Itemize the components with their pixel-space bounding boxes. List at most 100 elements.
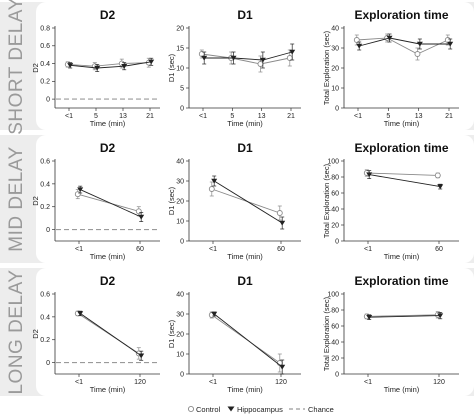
data-point [67, 63, 74, 68]
y-tick-label: 5 [180, 85, 184, 92]
data-point [77, 311, 84, 317]
y-axis-label: Total Exploration (sec) [322, 163, 331, 238]
x-axis-label: Time (min) [227, 252, 263, 261]
series-hippocampus [77, 310, 145, 361]
row-mid-delay: MID DELAY D2 0 0.2 0.4 0.6 <1 60 Time (min) D2 D1 0… [0, 135, 474, 263]
data-point [259, 57, 266, 63]
y-tick-label: 20 [331, 355, 339, 362]
x-tick-label: 13 [119, 113, 127, 120]
series-line [356, 37, 448, 55]
data-point [414, 51, 421, 57]
data-point [230, 55, 237, 61]
y-axis-label: D2 [31, 196, 40, 206]
y-tick-label: 10 [331, 85, 339, 92]
x-tick-label: 5 [94, 113, 98, 120]
y-axis-label: Total Exploration (sec) [322, 296, 331, 371]
data-point [257, 61, 264, 67]
data-point [434, 172, 441, 179]
y-tick-label: 0.2 [40, 337, 50, 344]
y-tick-label: 40 [176, 291, 184, 298]
x-tick-label: 21 [445, 113, 453, 120]
panel-3: Exploration time 0 20 40 60 80 100 <1 120 Time (m… [322, 274, 459, 394]
row-panel-area [36, 268, 474, 396]
series-line [213, 180, 283, 224]
x-axis-label: Time (min) [384, 385, 420, 394]
series-line [366, 314, 438, 317]
y-tick-label: 100 [327, 291, 339, 298]
y-tick-label: 30 [176, 178, 184, 185]
series-line [359, 37, 451, 47]
series-line [369, 174, 441, 188]
y-tick-label: 0.6 [40, 158, 50, 165]
data-point [138, 214, 145, 220]
panel-title: D1 [237, 141, 253, 155]
row-label: SHORT DELAY [6, 0, 27, 135]
x-axis-label: Time (min) [227, 119, 263, 128]
y-tick-label: 0.6 [40, 291, 50, 298]
panel-1: D2 0 0.2 0.4 0.6 0.8 <1 5 13 21 Time (min) D2 [31, 8, 160, 128]
x-tick-label: <1 [75, 379, 83, 386]
series-line [80, 189, 142, 218]
data-point [135, 208, 142, 215]
y-tick-label: 40 [331, 25, 339, 32]
x-tick-label: 13 [258, 113, 266, 120]
x-axis-label: Time (min) [90, 252, 126, 261]
y-tick-label: 0 [46, 360, 50, 367]
data-point [447, 41, 454, 47]
panel-1: D2 0 0.2 0.4 0.6 <1 60 Time (min) D2 [31, 141, 160, 261]
data-point [279, 364, 286, 370]
series-hippocampus [356, 33, 454, 51]
x-tick-label: <1 [75, 246, 83, 253]
y-tick-label: 40 [176, 158, 184, 165]
y-tick-label: 20 [176, 331, 184, 338]
y-axis-label: D2 [31, 63, 40, 73]
data-point [121, 64, 128, 69]
x-tick-label: <1 [209, 379, 217, 386]
data-point [148, 59, 155, 65]
series-hippocampus [211, 311, 286, 375]
y-tick-label: 80 [331, 174, 339, 181]
y-tick-label: 10 [176, 351, 184, 358]
y-axis-label: D1 (sec) [167, 186, 176, 215]
x-tick-label: 13 [415, 113, 423, 120]
series-line [77, 193, 139, 212]
y-tick-label: 0 [335, 238, 339, 245]
panel-1: D2 0 0.2 0.4 0.6 <1 120 Time (min) D2 [31, 274, 160, 394]
x-tick-label: <1 [65, 113, 73, 120]
y-tick-label: 0 [46, 227, 50, 234]
y-axis-label: D1 (sec) [167, 319, 176, 348]
data-point [386, 35, 393, 41]
panel-title: D2 [100, 274, 116, 288]
panel-title: D2 [100, 141, 116, 155]
legend-control-label: Control [196, 405, 221, 414]
y-tick-label: 0 [335, 105, 339, 112]
y-tick-label: 0.8 [40, 25, 50, 32]
series-hippocampus [366, 312, 444, 320]
data-point [279, 220, 286, 226]
x-tick-label: <1 [364, 379, 372, 386]
x-tick-label: <1 [209, 246, 217, 253]
row-panel-area [36, 2, 474, 130]
series-line [67, 62, 149, 67]
y-tick-label: 0.6 [40, 43, 50, 50]
data-point [356, 43, 363, 49]
legend: Control Hippocampus Chance [187, 405, 334, 414]
x-axis-label: Time (min) [384, 252, 420, 261]
series-line [366, 172, 438, 176]
x-tick-label: 120 [433, 379, 445, 386]
y-axis-label: D2 [31, 329, 40, 339]
y-tick-label: 20 [331, 222, 339, 229]
data-point [74, 191, 81, 198]
legend-hippocampus-label: Hippocampus [237, 405, 283, 414]
data-point [138, 353, 145, 359]
series-line [369, 315, 441, 318]
data-point [416, 41, 423, 47]
data-point [366, 315, 373, 320]
row-label: MID DELAY [6, 146, 27, 252]
legend-control-marker [187, 405, 195, 413]
y-tick-label: 0 [180, 105, 184, 112]
series-line [70, 61, 152, 69]
y-tick-label: 60 [331, 323, 339, 330]
x-tick-label: 60 [435, 246, 443, 253]
x-axis-label: Time (min) [90, 385, 126, 394]
